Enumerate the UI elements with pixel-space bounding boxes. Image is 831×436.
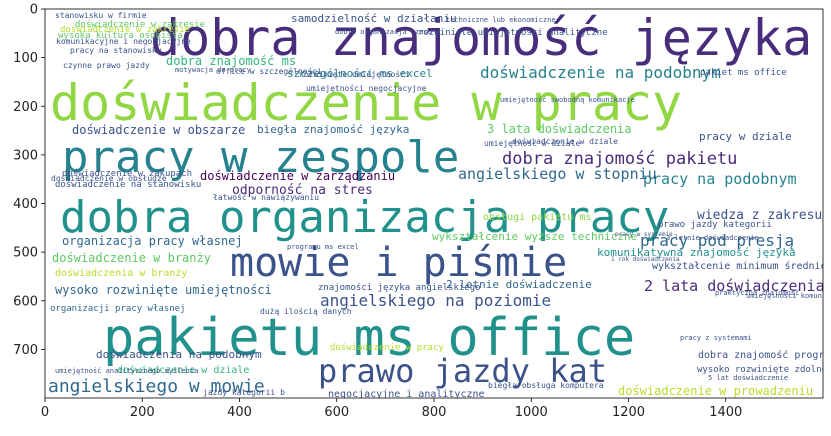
cloud-word: wysoka kultura osobista	[58, 31, 183, 41]
cloud-word: umiejętności komunikacyjne	[746, 292, 831, 300]
cloud-word: mowie i piśmie	[230, 240, 567, 286]
cloud-word: angielskiego w mowie	[48, 376, 265, 397]
y-tick-label: 200	[13, 100, 38, 115]
cloud-word: czynne prawo jazdy	[63, 61, 150, 70]
cloud-word: doświadczenie w obsłudze	[51, 173, 167, 183]
cloud-word: dobra znajomość programu	[698, 349, 831, 361]
cloud-word: pracy na podobnym	[643, 170, 797, 188]
cloud-word: umiejętności negocjacyjne	[306, 83, 427, 93]
x-tick-label: 1200	[612, 405, 645, 420]
cloud-word: doświadczenia na podobnym	[96, 348, 262, 361]
cloud-word: programu ms excel	[287, 243, 359, 251]
cloud-word: umiejętność analitycznego myślenia	[55, 367, 198, 375]
y-tick-label: 400	[13, 197, 38, 212]
cloud-word: doświadczenie w zakupach	[62, 168, 192, 179]
cloud-word: rozwinięte umiejętności	[299, 69, 410, 79]
x-tick-label: 800	[422, 405, 447, 420]
cloud-word: 1 rok doświadczenia	[611, 256, 680, 263]
cloud-word: szczególności ms excel	[287, 67, 433, 80]
cloud-word: doświadczenie w dziale	[512, 136, 618, 146]
cloud-word: organizacji pracy własnej	[50, 304, 185, 314]
y-tick-label: 300	[13, 148, 38, 163]
cloud-word: dobra znajomość ms	[166, 54, 296, 68]
cloud-word: pracy w dziale	[699, 130, 792, 143]
cloud-word: prawo jazdy kategorii	[658, 220, 772, 230]
x-tick-label: 600	[324, 405, 349, 420]
y-tick-label: 0	[30, 3, 38, 18]
cloud-word: doświadczenie w zakresie	[60, 24, 190, 35]
x-tick-label: 200	[130, 405, 155, 420]
cloud-word: komunikacyjne i negocjacyjne	[56, 37, 191, 46]
cloud-word: łatwość w nawiązywaniu	[213, 192, 319, 202]
cloud-word: office w szczególności	[216, 66, 322, 76]
y-tick-label: 500	[13, 246, 38, 261]
cloud-word: motywacja do pracy	[175, 66, 251, 74]
cloud-word: 5 lat doświadczenie	[708, 374, 788, 382]
cloud-word: doświadczenie w branży	[52, 251, 211, 265]
cloud-word: pracy w zespole	[62, 132, 459, 183]
cloud-word: doświadczenie w obszarze	[72, 123, 245, 137]
cloud-word: pracy z systemami	[680, 334, 752, 342]
cloud-word: negocjacyjne i analityczne	[328, 389, 485, 400]
cloud-word: pakietu ms office	[103, 308, 635, 368]
cloud-word: doświadczenie na stanowisku	[55, 179, 201, 190]
cloud-word: techniczne lub ekonomiczne	[446, 16, 556, 24]
y-tick-label: 700	[13, 343, 38, 358]
cloud-word: samodzielność w działaniu	[291, 12, 457, 25]
cloud-word: doświadczenia w branży	[55, 267, 187, 279]
cloud-word: stanowisku w firmie	[55, 11, 147, 20]
cloud-word: komunikatywna znajomość języka	[597, 246, 796, 259]
cloud-word: 3 letnie doświadczenie	[666, 234, 759, 242]
x-tick-label: 400	[227, 405, 252, 420]
cloud-word: biegła obsługa komputera	[488, 381, 604, 390]
y-tick-label: 600	[13, 294, 38, 309]
cloud-word: jazdy kategorii b	[203, 388, 285, 397]
y-tick-label: 100	[13, 51, 38, 66]
cloud-word: praktyczna znajomość	[715, 289, 799, 297]
cloud-word: doświadczenie na podobnym	[480, 63, 721, 82]
cloud-word: dobra organizacja pracy	[60, 192, 669, 243]
cloud-word: dobra znajomość pakietu	[502, 149, 737, 169]
cloud-word: prawo jazdy kat	[318, 352, 607, 390]
cloud-word: umiejętność swobodną komunikacje	[500, 96, 635, 104]
cloud-word: wykształcenie minimum średnie	[652, 260, 827, 272]
cloud-word: 2 letnie doświadczenie	[446, 278, 592, 291]
x-tick-label: 0	[41, 405, 49, 420]
word-cloud: dobra znajomość języka doświadczenie w pr…	[48, 9, 831, 400]
cloud-word: doświadczenie w zakresie	[75, 19, 205, 30]
cloud-word: dobra organizacja czasu	[335, 28, 432, 36]
cloud-word: znajomości języka angielskiego	[318, 282, 481, 293]
x-axis: 0 200 400 600 800 1000 1200 1400	[41, 398, 742, 420]
cloud-word: 2 lata doświadczenia	[644, 277, 825, 295]
y-axis: 0 100 200 300 400 500 600 700	[13, 3, 45, 358]
cloud-word: pracy w systemie	[615, 231, 673, 238]
cloud-word: pracy pod presją	[640, 231, 794, 250]
cloud-word: angielskiego w stopniu	[458, 165, 657, 183]
cloud-word: dużą ilością danych	[260, 306, 352, 316]
cloud-word: wykształcenie wyższe techniczne	[432, 230, 637, 243]
cloud-word: 3 lata doświadczenia	[487, 122, 632, 136]
cloud-word: wysoko rozwinięte umiejętności	[55, 283, 272, 297]
cloud-word: dobra znajomość języka	[150, 9, 812, 67]
cloud-word: organizacja pracy własnej	[62, 234, 243, 248]
plot-background	[45, 9, 823, 398]
cloud-word: doświadczenie w prowadzeniu	[618, 384, 813, 398]
cloud-word: angielskiego na poziomie	[320, 291, 551, 310]
cloud-word: doświadczenie w zarządzaniu	[200, 169, 395, 183]
cloud-word: pakiet ms office	[700, 68, 787, 78]
x-tick-label: 1000	[515, 405, 548, 420]
cloud-word: umiejętność w dziale	[484, 138, 581, 148]
cloud-word: pracy na stanowisku	[70, 46, 162, 55]
cloud-word: rozwinięte umiejętności analityczne	[418, 27, 608, 38]
cloud-word: doświadczenie w pracy	[330, 342, 444, 353]
cloud-word: odporność na stres	[232, 183, 373, 198]
cloud-word: biegła znajomość języka	[257, 123, 409, 136]
cloud-word: wysoko rozwinięte zdolności	[697, 364, 831, 375]
x-tick-label: 1400	[709, 405, 742, 420]
cloud-word: obsługi pakietu ms	[483, 212, 591, 223]
cloud-word: wiedza z zakresu	[697, 208, 822, 223]
cloud-word: doświadczenie w dziale	[117, 364, 249, 376]
cloud-word: doświadczenie w pracy	[50, 74, 682, 132]
